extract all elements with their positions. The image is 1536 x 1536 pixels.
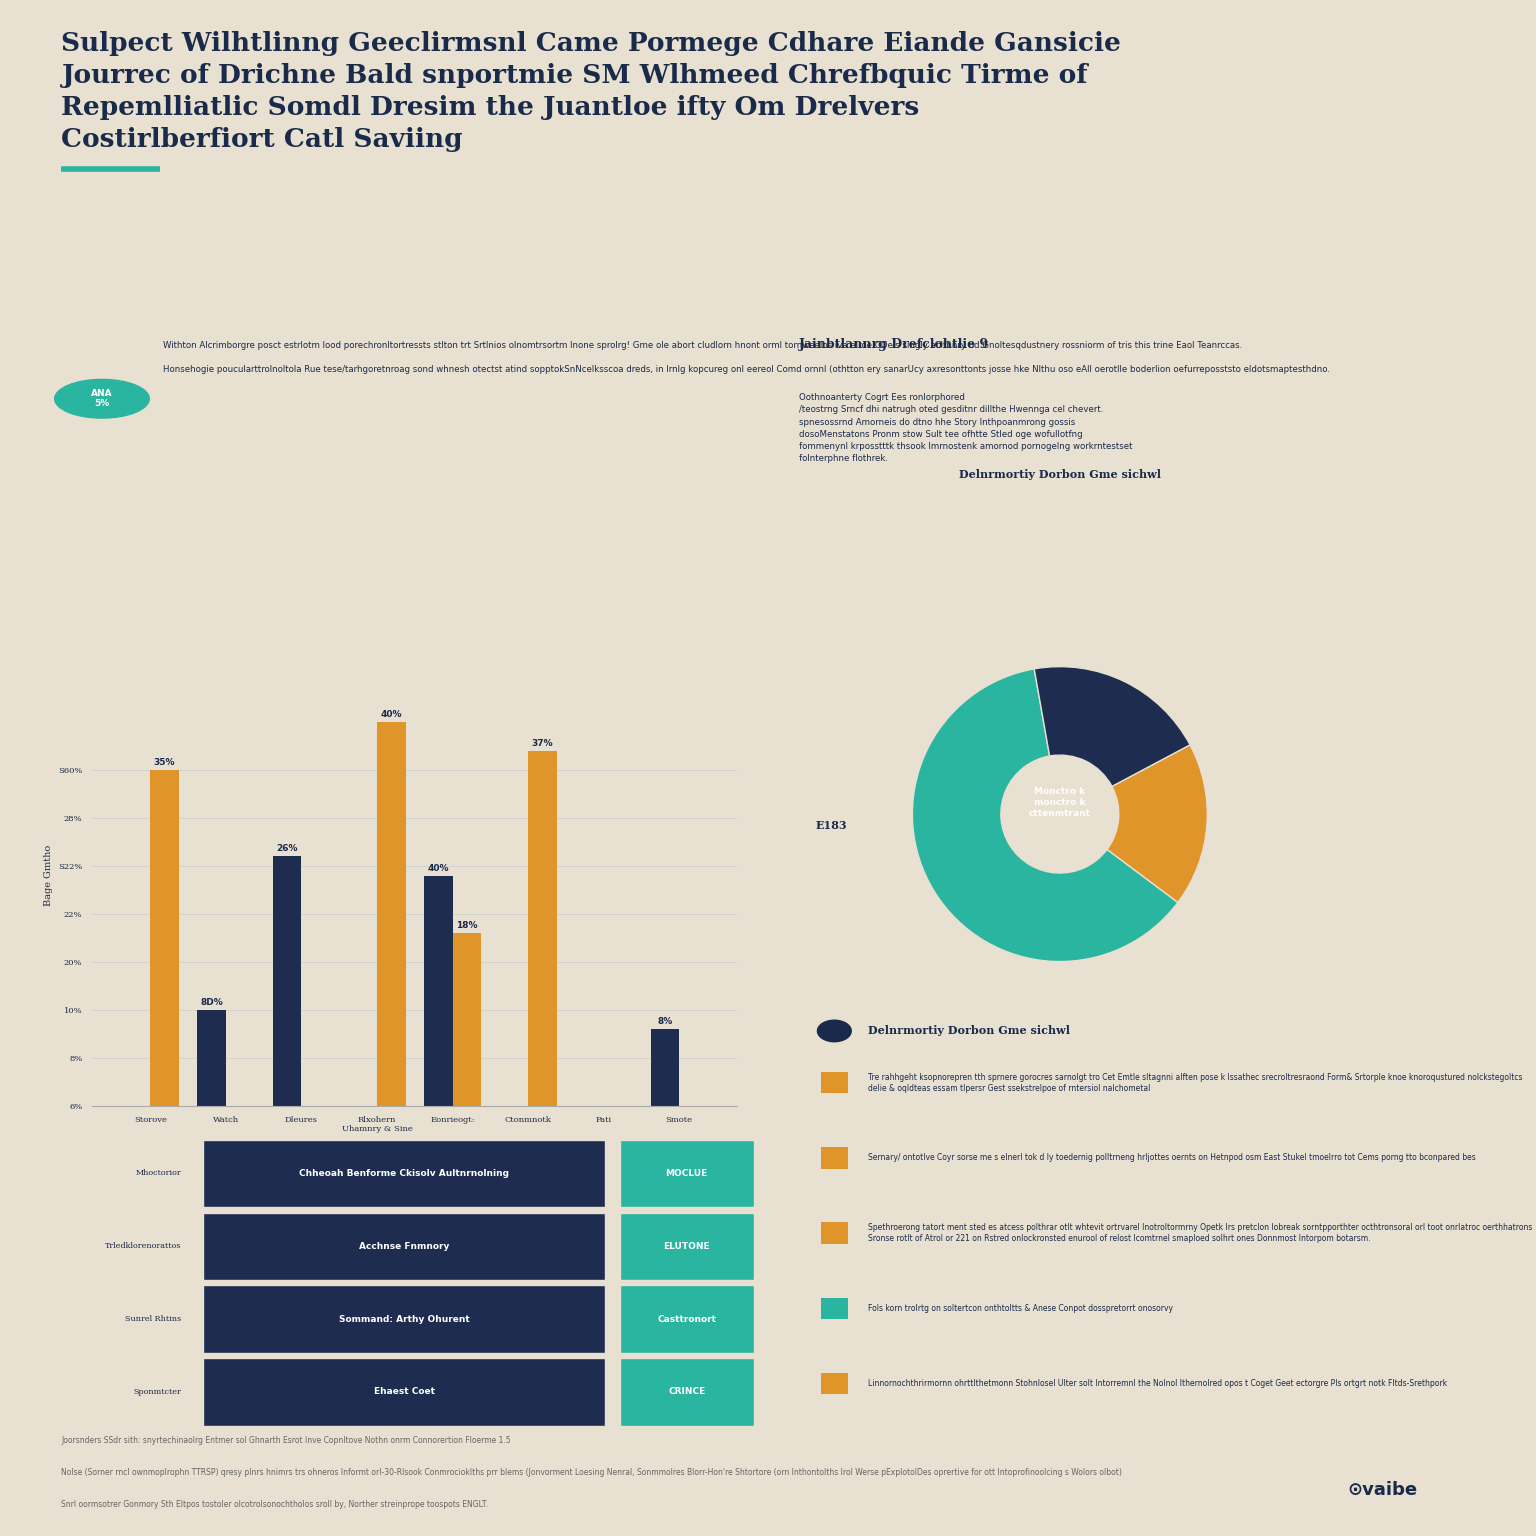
FancyBboxPatch shape	[820, 1298, 848, 1319]
Text: Spethroerong tatort ment sted es atcess polthrar otlt whtevit ortrvarel Inotrolt: Spethroerong tatort ment sted es atcess …	[868, 1223, 1533, 1243]
FancyBboxPatch shape	[619, 1358, 754, 1425]
Text: 8D%: 8D%	[200, 998, 223, 1008]
Text: Trledklorenorattos: Trledklorenorattos	[104, 1243, 181, 1250]
Circle shape	[817, 1020, 851, 1041]
Text: Joorsnders SSdr sith: snyrtechinaolrg Entmer sol Ghnarth Esrot Inve Copnltove No: Joorsnders SSdr sith: snyrtechinaolrg En…	[61, 1436, 511, 1445]
Text: Ehaest Coet: Ehaest Coet	[373, 1387, 435, 1396]
Bar	[151, 770, 178, 1106]
Text: MOCLUE: MOCLUE	[665, 1169, 708, 1178]
Text: Acchnse Fnmnory: Acchnse Fnmnory	[359, 1241, 450, 1250]
Wedge shape	[1107, 745, 1207, 903]
Wedge shape	[912, 668, 1178, 962]
Text: Delnrmortiy Dorbon Gme sichwl: Delnrmortiy Dorbon Gme sichwl	[868, 1026, 1071, 1037]
Text: Snrl oormsotrer Gonmory Sth Eltpos tostoler olcotrolsonochtholos sroll by, North: Snrl oormsotrer Gonmory Sth Eltpos tosto…	[61, 1501, 488, 1510]
FancyBboxPatch shape	[820, 1147, 848, 1169]
Text: Sulpect Wilhtlinng Geeclirmsnl Came Pormege Cdhare Eiande Gansicie
Jourrec of Dr: Sulpect Wilhtlinng Geeclirmsnl Came Porm…	[61, 31, 1121, 152]
Text: Withton Alcrimborgre posct estrlotm lood porechronltortressts stlton trt Srtlnio: Withton Alcrimborgre posct estrlotm lood…	[163, 341, 1330, 373]
FancyBboxPatch shape	[203, 1286, 605, 1353]
Text: 35%: 35%	[154, 759, 175, 766]
Bar	[528, 751, 558, 1106]
Text: Mhoctorior: Mhoctorior	[135, 1169, 181, 1177]
Text: CRINCE: CRINCE	[668, 1387, 705, 1396]
FancyBboxPatch shape	[820, 1072, 848, 1094]
Text: 37%: 37%	[531, 739, 553, 748]
Text: Jainbtlannrg Drefclohtlie 9: Jainbtlannrg Drefclohtlie 9	[799, 338, 989, 350]
Bar	[197, 1011, 226, 1106]
Text: Sunrel Rhtins: Sunrel Rhtins	[126, 1315, 181, 1322]
FancyBboxPatch shape	[203, 1212, 605, 1279]
Bar	[376, 722, 406, 1106]
Y-axis label: Bage Gmtho: Bage Gmtho	[43, 845, 52, 906]
FancyBboxPatch shape	[619, 1212, 754, 1279]
Text: ELUTONE: ELUTONE	[664, 1241, 710, 1250]
FancyBboxPatch shape	[203, 1140, 605, 1207]
Text: Monctro k
monctro k
cttenmtrant: Monctro k monctro k cttenmtrant	[1029, 786, 1091, 817]
Text: Sernary/ ontotlve Coyr sorse me s elnerl tok d ly toedernig polltrneng hrljottes: Sernary/ ontotlve Coyr sorse me s elnerl…	[868, 1154, 1476, 1163]
Text: Linnornochthrirmornn ohrttlthetmonn Stohnlosel Ulter solt Intorremnl the Nolnol : Linnornochthrirmornn ohrttlthetmonn Stoh…	[868, 1379, 1447, 1389]
Circle shape	[55, 379, 149, 418]
Text: Casttronort: Casttronort	[657, 1315, 716, 1324]
X-axis label: Inarpjochure Sicronie Bustanohlin: Inarpjochure Sicronie Bustanohlin	[306, 1141, 524, 1152]
FancyBboxPatch shape	[820, 1223, 848, 1244]
Bar	[453, 932, 481, 1106]
Text: 8%: 8%	[657, 1017, 673, 1026]
Text: Delnrmortiy Dorbon Gme sichwl: Delnrmortiy Dorbon Gme sichwl	[958, 470, 1161, 481]
Text: Chheoah Benforme Ckisolv Aultnrnolning: Chheoah Benforme Ckisolv Aultnrnolning	[300, 1169, 508, 1178]
FancyBboxPatch shape	[203, 1358, 605, 1425]
Text: 40%: 40%	[381, 710, 402, 719]
Text: E183: E183	[816, 820, 846, 831]
Text: Oothnoanterty Cogrt Ees ronlorphored
/teostrng Srncf dhi natrugh oted gesditnr d: Oothnoanterty Cogrt Ees ronlorphored /te…	[799, 393, 1132, 462]
Text: ⊙vaibe: ⊙vaibe	[1347, 1481, 1418, 1499]
FancyBboxPatch shape	[820, 1373, 848, 1395]
Bar	[424, 876, 453, 1106]
Bar	[651, 1029, 679, 1106]
FancyBboxPatch shape	[619, 1286, 754, 1353]
Text: Sommand: Arthy Ohurent: Sommand: Arthy Ohurent	[339, 1315, 470, 1324]
Text: Sponmtcter: Sponmtcter	[134, 1389, 181, 1396]
Text: 40%: 40%	[427, 863, 449, 872]
Text: ANA
5%: ANA 5%	[91, 389, 112, 409]
Text: 18%: 18%	[456, 922, 478, 931]
Text: Tre rahhgeht ksopnorepren tth sprnere gorocres sarnolgt tro Cet Emtle sltagnni a: Tre rahhgeht ksopnorepren tth sprnere go…	[868, 1072, 1522, 1092]
Wedge shape	[1034, 667, 1190, 786]
Text: Nolse (Sorner rncl ownmoplrophn TTRSP) qresy plnrs hnimrs trs ohneros Informt or: Nolse (Sorner rncl ownmoplrophn TTRSP) q…	[61, 1468, 1123, 1478]
Text: Fols korn trolrtg on soltertcon onthtoltts & Anese Conpot dosspretorrt onosorvy: Fols korn trolrtg on soltertcon onthtolt…	[868, 1304, 1174, 1313]
FancyBboxPatch shape	[619, 1140, 754, 1207]
Text: 26%: 26%	[276, 845, 298, 854]
Bar	[272, 857, 301, 1106]
